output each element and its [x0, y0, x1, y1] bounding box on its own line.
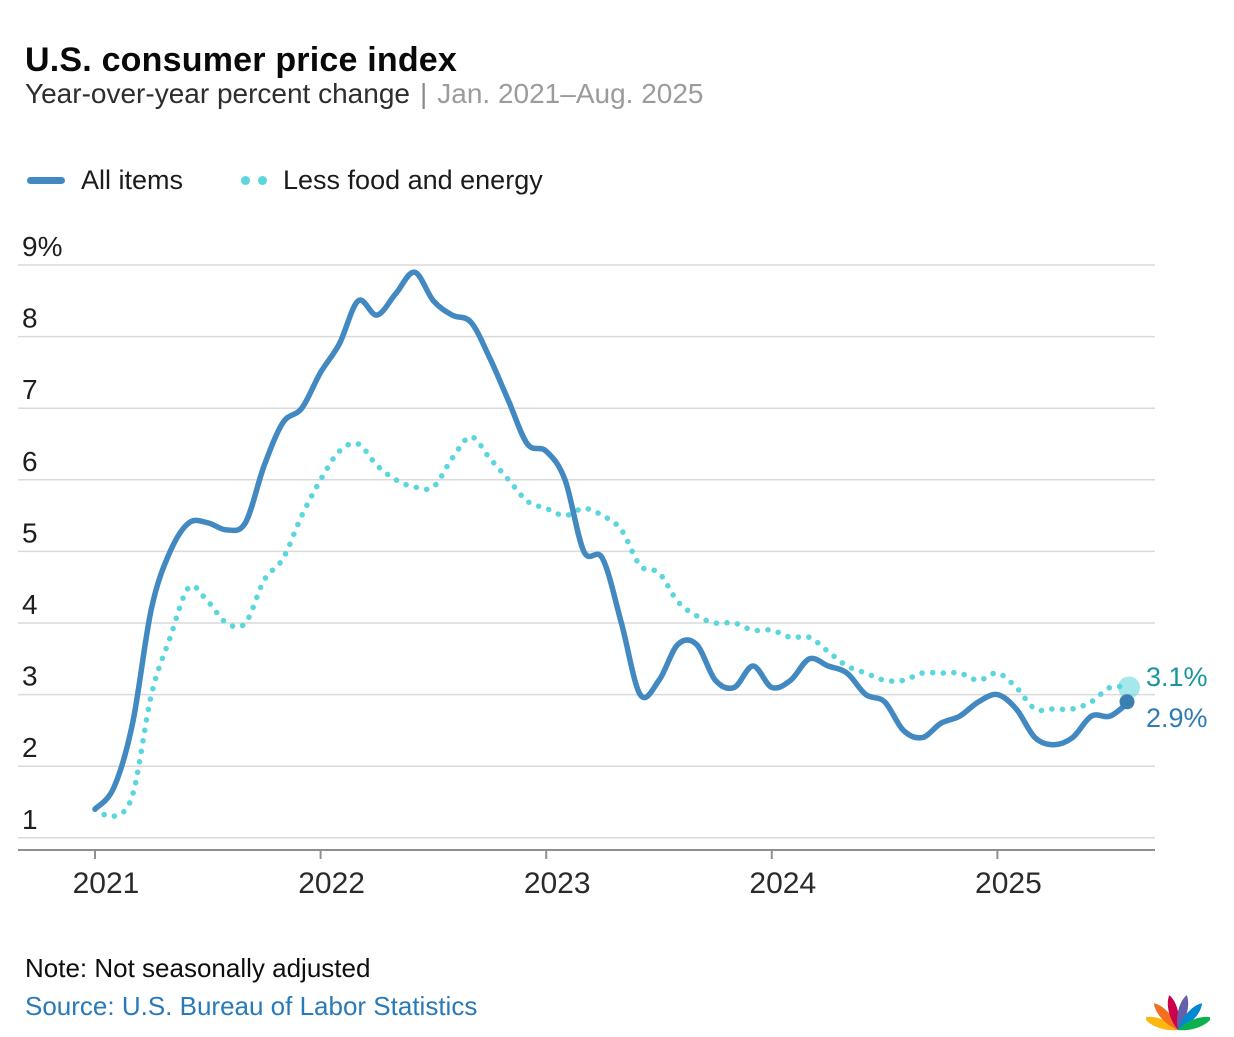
source-link[interactable]: Source: U.S. Bureau of Labor Statistics	[25, 991, 478, 1021]
svg-text:2024: 2024	[749, 867, 816, 900]
svg-text:2025: 2025	[975, 867, 1042, 900]
legend-label-less-food-energy: Less food and energy	[283, 164, 543, 195]
svg-text:5: 5	[22, 517, 38, 548]
svg-text:9%: 9%	[22, 231, 62, 262]
svg-text:2021: 2021	[73, 867, 140, 900]
legend-item-all-items[interactable]: All items	[27, 160, 183, 200]
svg-text:8: 8	[22, 303, 38, 334]
end-label-core: 3.1%	[1146, 662, 1208, 692]
chart-canvas: 9% 8 7 6 5 4 3 2 1 2021 2022 2023 2024 2025	[18, 231, 1155, 900]
svg-text:2023: 2023	[524, 867, 591, 900]
legend-label-all-items: All items	[81, 164, 184, 195]
svg-text:6: 6	[22, 446, 38, 477]
subtitle-divider: |	[419, 78, 428, 109]
legend: All items Less food and energy	[27, 160, 543, 200]
svg-text:2022: 2022	[298, 867, 365, 900]
legend-item-less-food-energy[interactable]: Less food and energy	[241, 160, 543, 200]
subtitle-date-range: Jan. 2021–Aug. 2025	[437, 78, 704, 109]
legend-swatch-all-items	[27, 176, 65, 184]
chart-title: U.S. consumer price index	[25, 40, 458, 79]
legend-swatch-less-food-energy	[241, 175, 268, 185]
svg-text:1: 1	[22, 804, 38, 835]
svg-text:3: 3	[22, 661, 38, 692]
svg-text:7: 7	[22, 374, 38, 405]
nbc-peacock-logo	[1144, 970, 1212, 1037]
end-label-all-items: 2.9%	[1146, 703, 1208, 733]
subtitle-text: Year-over-year percent change	[25, 78, 410, 109]
chart-note: Note: Not seasonally adjusted	[25, 953, 371, 983]
svg-text:4: 4	[22, 589, 38, 620]
svg-text:2: 2	[22, 732, 38, 763]
chart-subtitle: Year-over-year percent change | Jan. 2021–…	[25, 78, 704, 110]
